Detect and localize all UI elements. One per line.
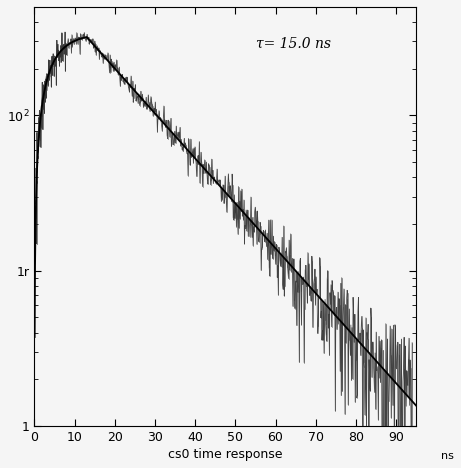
- Text: τ= 15.0 ns: τ= 15.0 ns: [256, 37, 331, 50]
- Text: ns: ns: [441, 451, 454, 461]
- X-axis label: cs0 time response: cs0 time response: [168, 448, 283, 461]
